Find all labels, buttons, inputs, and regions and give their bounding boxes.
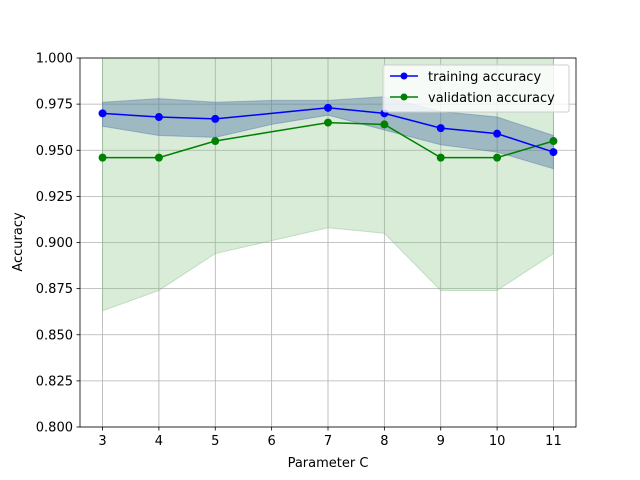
- training-accuracy-point: [324, 103, 332, 112]
- validation-accuracy-point: [154, 153, 163, 162]
- y-tick-label: 0.800: [36, 421, 73, 436]
- y-axis-ticks: 0.800 0.825 0.850 0.875 0.900 0.925 0.950 0.975…: [36, 52, 80, 436]
- y-tick-label: 0.975: [36, 98, 73, 113]
- training-accuracy-point: [98, 109, 107, 118]
- series-markers: [98, 103, 558, 162]
- y-tick-label: 0.950: [36, 144, 73, 159]
- legend-label-validation: validation accuracy: [428, 91, 555, 106]
- validation-accuracy-point: [549, 137, 558, 146]
- x-tick-label: 5: [211, 434, 219, 449]
- x-axis-ticks: 3 4 5 6 7 8 9 10 11: [98, 427, 562, 449]
- validation-accuracy-point: [436, 153, 445, 162]
- legend-marker-validation: [400, 93, 408, 101]
- training-accuracy-point: [154, 113, 163, 122]
- training-accuracy-point: [549, 148, 558, 157]
- x-tick-label: 3: [98, 434, 106, 449]
- legend-marker-training: [400, 72, 408, 80]
- x-tick-label: 7: [324, 434, 332, 449]
- y-tick-label: 1.000: [36, 52, 73, 67]
- legend: training accuracy validation accuracy: [382, 64, 570, 113]
- y-tick-label: 0.925: [36, 190, 73, 205]
- y-axis-label: Accuracy: [11, 212, 26, 272]
- y-tick-label: 0.825: [36, 374, 73, 389]
- y-tick-label: 0.875: [36, 282, 73, 297]
- legend-label-training: training accuracy: [428, 70, 541, 85]
- training-accuracy-point: [436, 124, 445, 133]
- legend-box: [382, 64, 570, 113]
- validation-accuracy-point: [324, 118, 332, 127]
- training-accuracy-point: [211, 114, 220, 123]
- training-accuracy-point: [493, 129, 502, 138]
- y-tick-label: 0.900: [36, 236, 73, 251]
- x-tick-label: 4: [155, 434, 163, 449]
- validation-accuracy-point: [380, 120, 389, 129]
- x-tick-label: 6: [267, 434, 275, 449]
- x-tick-label: 11: [545, 434, 562, 449]
- x-tick-label: 9: [437, 434, 445, 449]
- x-axis-label: Parameter C: [288, 456, 369, 471]
- x-tick-label: 10: [489, 434, 506, 449]
- validation-accuracy-point: [493, 153, 502, 162]
- x-tick-label: 8: [380, 434, 388, 449]
- validation-accuracy-point: [98, 153, 107, 162]
- validation-accuracy-point: [211, 137, 220, 146]
- y-tick-label: 0.850: [36, 328, 73, 343]
